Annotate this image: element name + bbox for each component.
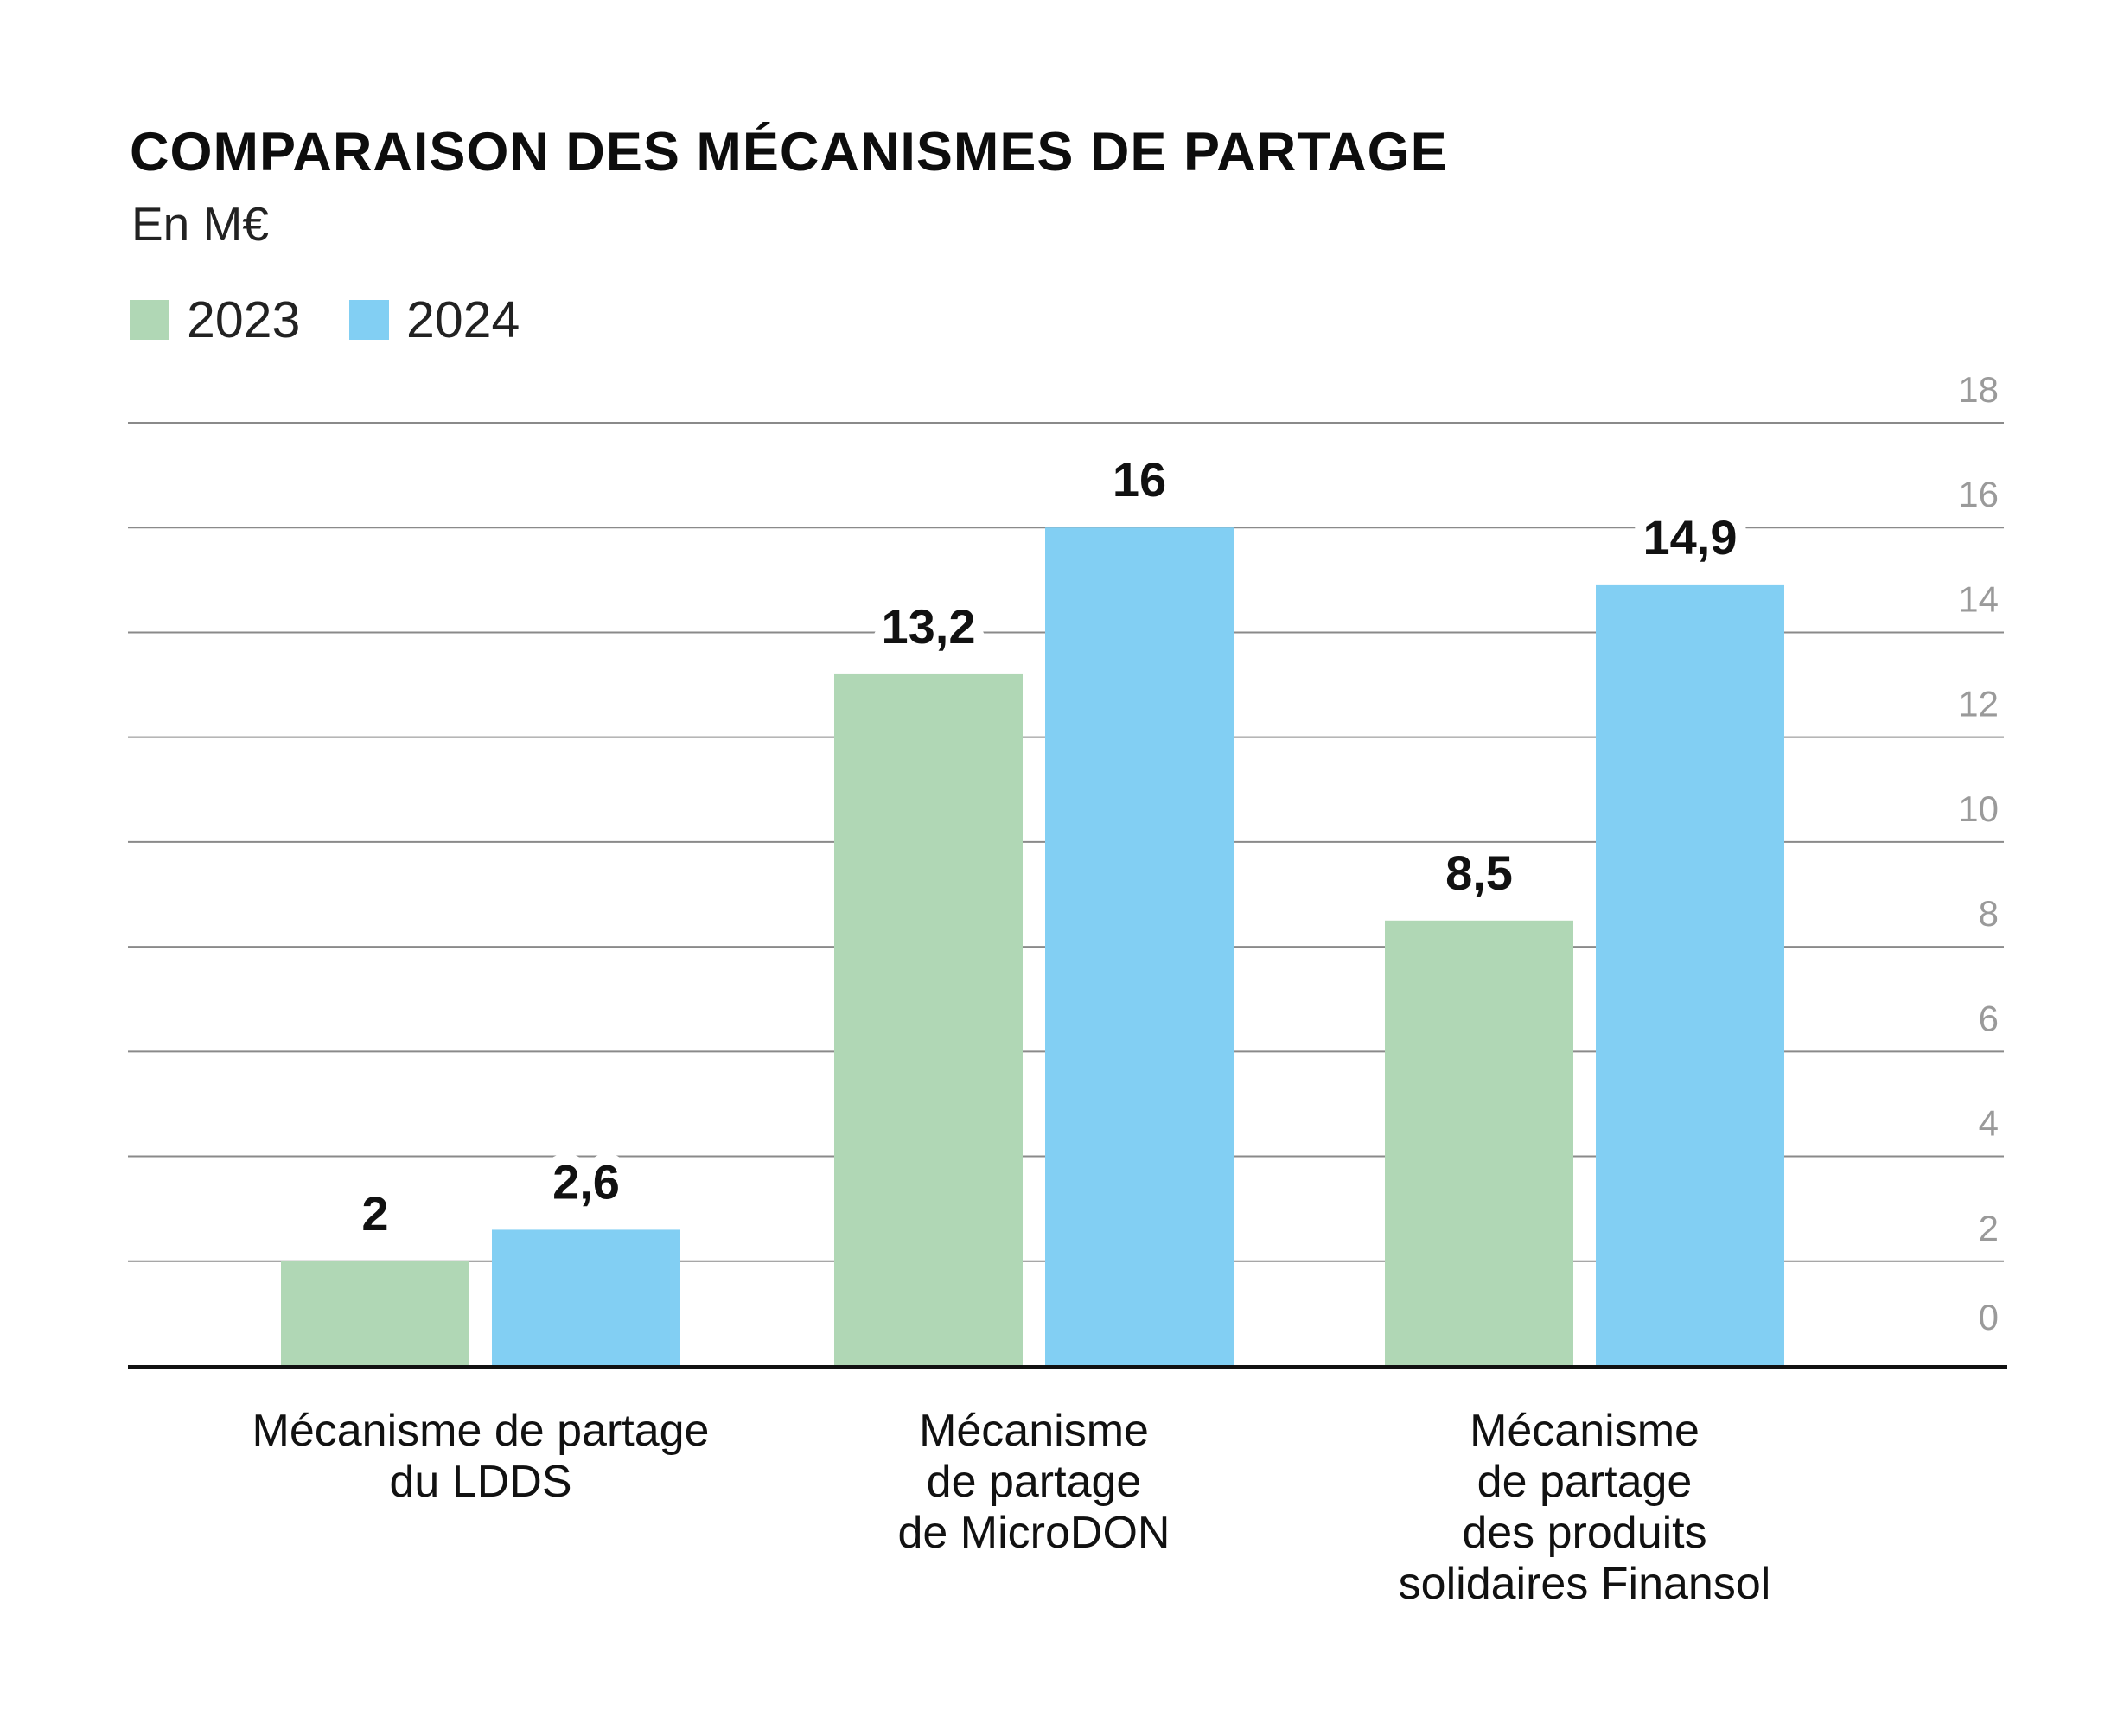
y-tick-label: 18 <box>1958 369 1999 410</box>
legend-item-2023: 2023 <box>130 291 300 348</box>
legend-label-2023: 2023 <box>187 291 301 348</box>
y-tick-label: 12 <box>1958 684 1999 724</box>
data-label-2023: 8,5 <box>1445 846 1513 900</box>
y-tick-label: 10 <box>1958 788 1999 829</box>
data-label-2024: 2,6 <box>552 1154 620 1209</box>
y-tick-label: 6 <box>1979 998 1999 1038</box>
y-tick-label: 16 <box>1958 474 1999 514</box>
bar-2024 <box>492 1229 680 1366</box>
chart-subtitle: En M€ <box>131 197 269 251</box>
data-label-2023: 13,2 <box>882 599 976 654</box>
y-tick-label: 0 <box>1979 1297 1999 1337</box>
bar-2023 <box>1385 920 1573 1366</box>
data-label-2024: 16 <box>1113 452 1166 507</box>
y-tick-label: 8 <box>1979 893 1999 934</box>
legend-swatch-2023 <box>130 300 169 340</box>
legend-item-2024: 2024 <box>349 291 520 348</box>
data-label-2024: 14,9 <box>1643 510 1738 565</box>
y-tick-label: 2 <box>1979 1208 1999 1248</box>
legend-label-2024: 2024 <box>406 291 520 348</box>
bar-2023 <box>834 673 1023 1366</box>
category-label: Mécanisme de partage des produits solida… <box>1398 1406 1771 1609</box>
y-tick-label: 4 <box>1979 1103 1999 1144</box>
bar-2024 <box>1596 584 1784 1366</box>
bar-2023 <box>281 1261 469 1366</box>
category-label: Mécanisme de partage du LDDS <box>252 1406 710 1507</box>
legend-swatch-2024 <box>349 300 389 340</box>
y-tick-label: 14 <box>1958 578 1999 619</box>
category-label: Mécanisme de partage de MicroDON <box>897 1406 1170 1558</box>
data-label-2023: 2 <box>361 1186 388 1241</box>
chart-title: COMPARAISON DES MÉCANISMES DE PARTAGE <box>130 122 1448 182</box>
bar-2024 <box>1045 527 1234 1366</box>
